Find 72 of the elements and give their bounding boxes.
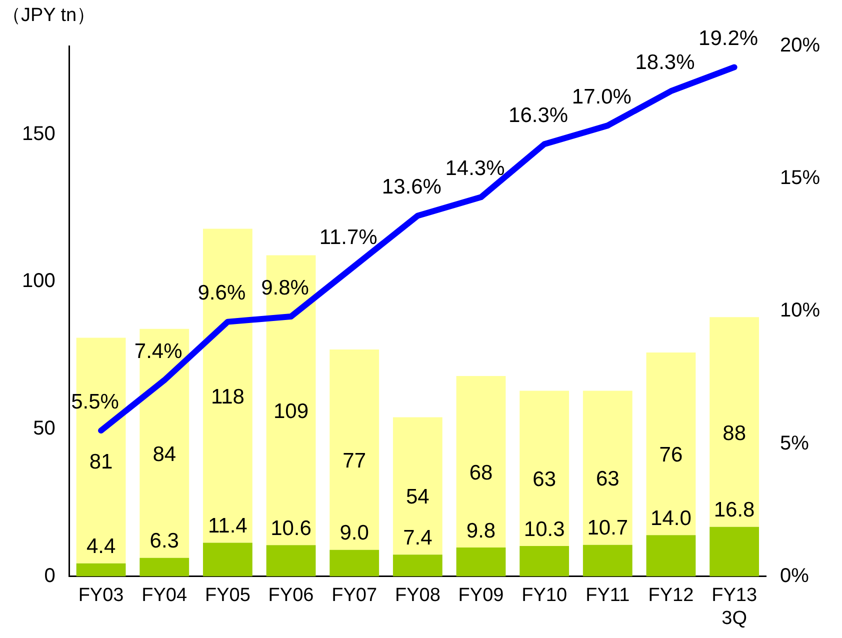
- data-label: 11.4: [208, 514, 248, 538]
- total-label: 118: [210, 386, 244, 409]
- data-label: 16.3%: [508, 104, 568, 127]
- data-label: 10.7: [587, 516, 628, 540]
- x-tick-label: FY03: [78, 585, 124, 606]
- y-axis-title: （JPY tn）: [2, 5, 96, 26]
- total-label: 68: [469, 462, 493, 485]
- data-label: 16.8: [714, 498, 755, 522]
- bar: [710, 317, 760, 527]
- data-label: 9.0: [340, 522, 369, 545]
- y-tick-label: 50: [33, 418, 56, 440]
- bar: [140, 558, 190, 576]
- x-tick-label: FY12: [648, 585, 694, 606]
- data-label: 10.3: [524, 518, 565, 541]
- y2-tick-label: 5%: [780, 432, 810, 454]
- bar: [456, 376, 506, 548]
- data-label: 7.4%: [134, 340, 182, 363]
- bar: [392, 417, 442, 555]
- y2-tick-label: 10%: [780, 300, 820, 322]
- data-label: 5.5%: [71, 390, 119, 414]
- y2-tick-label: 15%: [780, 167, 820, 190]
- data-label: 9.8: [466, 519, 496, 542]
- bar: [582, 544, 632, 576]
- bar: [76, 563, 126, 576]
- bar: [330, 350, 380, 550]
- x-tick-label: FY10: [522, 585, 568, 606]
- y-tick-label: 0: [44, 564, 56, 587]
- data-label: 4.4: [86, 535, 116, 558]
- total-label: 76: [659, 444, 683, 467]
- bar: [710, 526, 760, 576]
- x-tick-label: FY08: [394, 585, 440, 606]
- x-tick-label: FY07: [332, 585, 378, 606]
- data-label: 19.2%: [698, 27, 758, 50]
- y2-tick-label: 20%: [780, 34, 820, 57]
- data-label: 11.7%: [319, 226, 378, 249]
- bar: [646, 352, 696, 536]
- data-label: 14.3%: [445, 156, 505, 180]
- x-tick-label: FY13 3Q: [712, 585, 758, 629]
- y2-tick-label: 0%: [780, 564, 810, 587]
- x-tick-label: FY06: [268, 585, 314, 606]
- bar: [520, 546, 570, 576]
- x-tick-label: FY04: [142, 585, 188, 606]
- y-tick-label: 150: [22, 122, 56, 145]
- bar: [392, 554, 442, 576]
- bar: [202, 542, 252, 576]
- bar: [582, 390, 632, 545]
- x-tick-label: FY09: [458, 585, 504, 606]
- bar: [456, 548, 506, 576]
- total-label: 63: [596, 468, 620, 491]
- data-label: 18.3%: [635, 50, 695, 74]
- x-tick-label: FY05: [204, 585, 250, 606]
- data-label: 9.8%: [261, 276, 309, 300]
- data-label: 6.3: [150, 530, 179, 553]
- total-label: 54: [406, 486, 430, 509]
- bar: [330, 550, 380, 576]
- total-label: 84: [152, 443, 176, 466]
- total-label: 63: [532, 468, 556, 492]
- data-label: 7.4: [403, 526, 433, 550]
- data-label: 14.0: [650, 506, 692, 530]
- total-label: 77: [342, 449, 366, 472]
- total-label: 81: [89, 450, 113, 474]
- data-label: 13.6%: [382, 176, 442, 199]
- total-label: 88: [722, 422, 746, 445]
- data-label: 10.6: [270, 516, 312, 540]
- data-label: 9.6%: [198, 282, 246, 305]
- bar: [646, 535, 696, 576]
- bar: [266, 545, 316, 576]
- total-label: 109: [273, 400, 309, 423]
- data-label: 17.0%: [572, 85, 632, 108]
- y-tick-label: 100: [22, 270, 56, 292]
- bar: [520, 390, 570, 546]
- x-tick-label: FY11: [586, 585, 630, 606]
